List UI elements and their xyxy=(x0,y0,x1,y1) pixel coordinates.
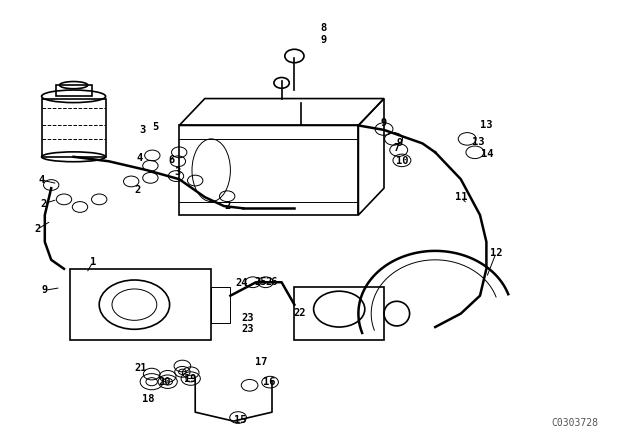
Text: 4: 4 xyxy=(136,153,143,163)
Text: 4: 4 xyxy=(38,175,45,185)
Text: 13: 13 xyxy=(472,138,485,147)
Text: 25: 25 xyxy=(254,277,267,287)
Text: 23: 23 xyxy=(241,313,254,323)
Text: 9: 9 xyxy=(42,285,48,295)
Text: 5: 5 xyxy=(152,122,159,132)
Bar xyxy=(56,85,92,96)
Text: 24: 24 xyxy=(236,278,248,288)
Bar xyxy=(70,269,211,340)
Bar xyxy=(294,287,384,340)
Bar xyxy=(42,99,106,157)
Text: 2: 2 xyxy=(224,201,230,211)
Text: 1: 1 xyxy=(90,257,96,267)
Text: 3: 3 xyxy=(175,167,181,177)
Text: 10: 10 xyxy=(396,156,408,166)
Text: 18: 18 xyxy=(142,394,155,404)
Text: 9: 9 xyxy=(381,118,387,128)
Text: 17: 17 xyxy=(255,357,268,367)
Text: 2: 2 xyxy=(40,199,47,209)
Text: 7: 7 xyxy=(394,143,400,153)
Text: 11: 11 xyxy=(454,192,467,202)
Text: 9: 9 xyxy=(397,138,403,148)
Text: 22: 22 xyxy=(293,308,306,318)
Text: 2: 2 xyxy=(134,185,141,195)
Text: 19: 19 xyxy=(184,375,197,384)
Text: 16: 16 xyxy=(262,377,275,387)
Text: 14: 14 xyxy=(481,149,494,159)
Text: 3: 3 xyxy=(139,125,145,135)
Text: 23: 23 xyxy=(241,324,254,334)
Text: 2: 2 xyxy=(34,224,40,234)
Text: C0303728: C0303728 xyxy=(552,418,598,428)
Text: 26: 26 xyxy=(266,277,278,287)
Text: 9: 9 xyxy=(320,35,326,45)
Text: 20: 20 xyxy=(159,377,172,387)
Text: 8: 8 xyxy=(320,23,326,33)
Text: 15: 15 xyxy=(234,415,246,425)
Text: 13: 13 xyxy=(480,121,493,130)
Text: 21: 21 xyxy=(134,363,147,373)
Bar xyxy=(211,287,230,323)
Text: 6: 6 xyxy=(168,155,175,165)
Text: 12: 12 xyxy=(490,248,502,258)
